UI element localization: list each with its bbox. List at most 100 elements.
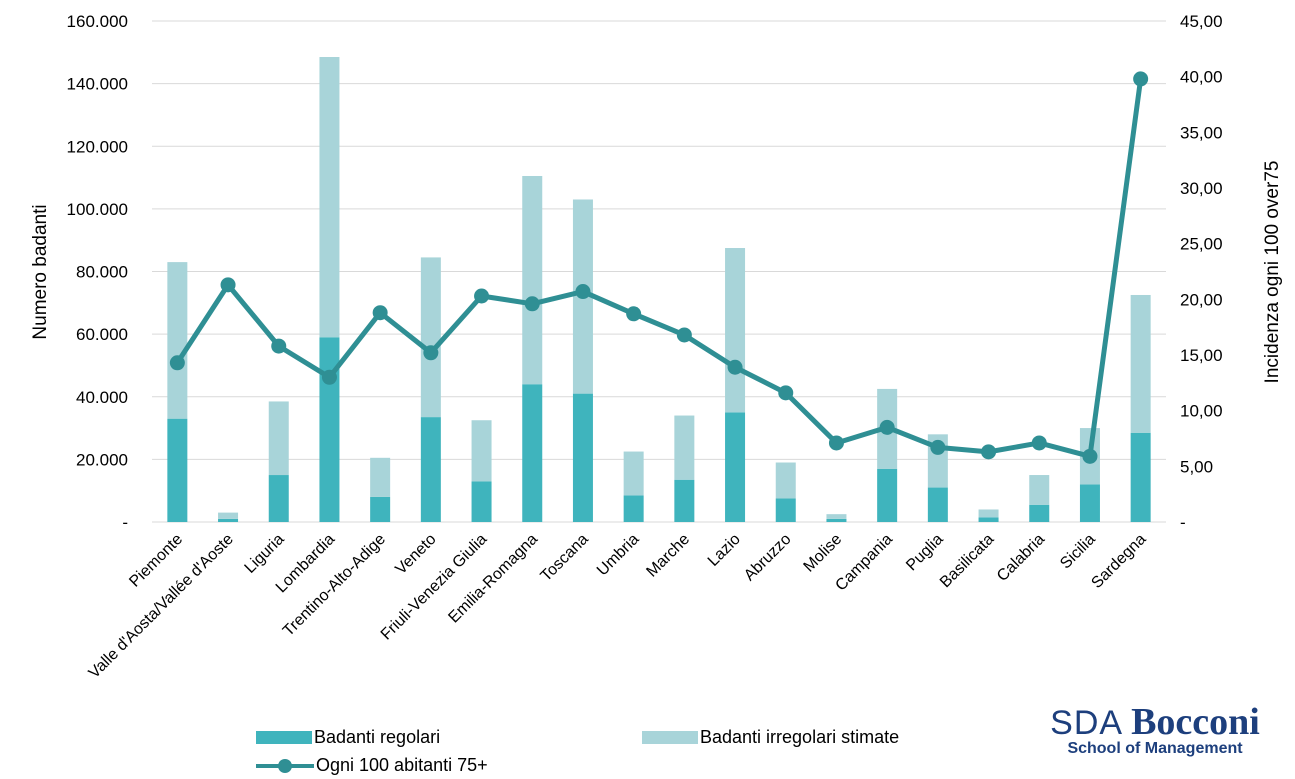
bar-irregolari: [268, 401, 289, 476]
incidenza-point: [676, 327, 692, 343]
category-label: Trentino-Alto-Adige: [280, 531, 389, 640]
bar-regolari: [1029, 504, 1050, 522]
incidenza-point: [524, 296, 540, 312]
right-tick-label: 10,00: [1180, 402, 1223, 421]
bars: [167, 57, 1151, 522]
category-label: Emilia-Romagna: [445, 531, 541, 627]
right-tick-label: 35,00: [1180, 123, 1223, 142]
bar-regolari: [167, 418, 188, 522]
bar-regolari: [826, 518, 847, 522]
category-label: Puglia: [903, 531, 947, 575]
incidenza-point: [372, 305, 388, 321]
logo-bocconi: Bocconi: [1131, 701, 1260, 743]
left-axis-ticks: - 20.000 40.000 60.000 80.000 100.000 120.000 1…: [67, 12, 128, 532]
bar-regolari: [1130, 432, 1151, 522]
bar-irregolari: [826, 514, 847, 519]
logo-subtitle: School of Management: [1067, 740, 1243, 757]
left-tick-label: 20.000: [76, 450, 128, 469]
bar-regolari: [572, 393, 593, 522]
bar-regolari: [775, 498, 796, 522]
bar-irregolari: [522, 175, 543, 385]
bar-regolari: [927, 487, 948, 522]
right-axis-ticks: - 5,00 10,00 15,00 20,00 25,00 30,00 35,00 40,00…: [1180, 12, 1223, 532]
incidenza-point: [474, 288, 490, 304]
right-tick-label: 25,00: [1180, 235, 1223, 254]
bar-irregolari: [978, 509, 999, 518]
left-axis-title: Numero badanti: [30, 204, 51, 339]
incidenza-point: [321, 369, 337, 385]
incidenza-point: [626, 306, 642, 322]
incidenza-point: [575, 284, 591, 300]
right-tick-label: -: [1180, 513, 1186, 532]
incidenza-point: [778, 385, 794, 401]
right-tick-label: 40,00: [1180, 68, 1223, 87]
sda-bocconi-logo: SDA Bocconi School of Management: [1024, 700, 1286, 758]
incidenza-point: [981, 444, 997, 460]
incidenza-point: [423, 345, 439, 361]
category-label: Lazio: [705, 531, 744, 570]
bar-regolari: [978, 517, 999, 522]
bar-regolari: [370, 496, 391, 522]
incidenza-point: [828, 435, 844, 451]
left-tick-label: 60.000: [76, 325, 128, 344]
category-label: Calabria: [994, 531, 1048, 585]
incidenza-point: [220, 277, 236, 293]
bar-regolari: [725, 412, 746, 522]
bar-irregolari: [420, 257, 441, 418]
left-tick-label: 40.000: [76, 388, 128, 407]
incidenza-point: [930, 439, 946, 455]
bar-regolari: [420, 417, 441, 522]
left-tick-label: 100.000: [67, 200, 128, 219]
category-label: Umbria: [594, 531, 643, 580]
left-tick-label: -: [122, 513, 128, 532]
bar-regolari: [1079, 484, 1100, 522]
category-label: Abruzzo: [741, 531, 795, 585]
incidenza-point: [169, 355, 185, 371]
category-label: Sardegna: [1088, 531, 1149, 592]
incidenza-point: [1133, 71, 1149, 87]
right-tick-label: 45,00: [1180, 12, 1223, 31]
right-tick-label: 20,00: [1180, 290, 1223, 309]
bar-irregolari: [218, 512, 239, 519]
category-label: Sicilia: [1057, 531, 1099, 573]
incidenza-point: [879, 419, 895, 435]
bar-regolari: [623, 495, 644, 522]
bar-irregolari: [775, 462, 796, 499]
right-tick-label: 15,00: [1180, 346, 1223, 365]
category-label: Veneto: [392, 531, 439, 578]
bar-regolari: [268, 475, 289, 522]
incidenza-line: [175, 78, 1144, 459]
bar-irregolari: [1130, 294, 1151, 433]
bar-irregolari: [370, 457, 391, 497]
right-tick-label: 30,00: [1180, 179, 1223, 198]
incidenza-point: [727, 359, 743, 375]
left-tick-label: 160.000: [67, 12, 128, 31]
category-label: Marche: [643, 531, 693, 581]
incidenza-point: [1082, 448, 1098, 464]
bar-regolari: [522, 384, 543, 522]
bar-regolari: [471, 481, 492, 522]
left-tick-label: 80.000: [76, 263, 128, 282]
logo-sda: SDA: [1050, 704, 1124, 742]
incidenza-point: [271, 338, 287, 354]
bar-irregolari: [1029, 475, 1050, 505]
bar-irregolari: [623, 451, 644, 496]
right-tick-label: 5,00: [1180, 457, 1213, 476]
bar-irregolari: [471, 420, 492, 482]
category-label: Toscana: [538, 531, 592, 585]
bar-irregolari: [674, 415, 695, 480]
bar-regolari: [319, 337, 340, 522]
incidenza-point: [1031, 435, 1047, 451]
category-label: Basilicata: [937, 531, 998, 592]
line-series: [169, 71, 1149, 464]
bar-regolari: [877, 468, 898, 522]
bar-irregolari: [319, 57, 340, 338]
bar-irregolari: [725, 248, 746, 413]
left-tick-label: 120.000: [67, 137, 128, 156]
right-axis-title: Incidenza ogni 100 over75: [1262, 161, 1283, 384]
bar-regolari: [674, 479, 695, 522]
left-tick-label: 140.000: [67, 75, 128, 94]
category-label: Molise: [801, 531, 846, 576]
